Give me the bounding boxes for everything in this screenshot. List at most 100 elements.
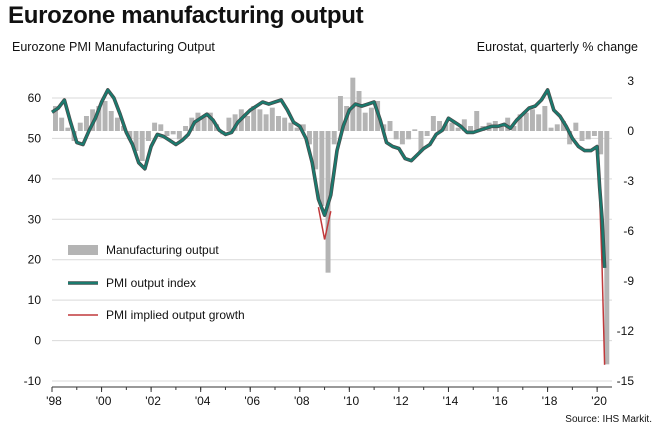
pmi-output-index-line bbox=[51, 88, 606, 268]
left-tick-label: 50 bbox=[28, 131, 42, 145]
x-tick-label: '20 bbox=[591, 394, 607, 408]
manufacturing-output-bar bbox=[368, 107, 374, 131]
legend-label-bars: Manufacturing output bbox=[106, 243, 219, 257]
x-tick-label: '08 bbox=[294, 394, 310, 408]
manufacturing-output-bar bbox=[96, 106, 102, 131]
left-tick-label: 40 bbox=[28, 172, 42, 186]
manufacturing-output-bar bbox=[300, 124, 306, 131]
manufacturing-output-bar bbox=[269, 107, 275, 131]
right-tick-label: -6 bbox=[623, 224, 634, 238]
manufacturing-output-bar bbox=[319, 131, 325, 206]
manufacturing-output-bar bbox=[604, 131, 610, 365]
manufacturing-output-bar bbox=[164, 131, 170, 136]
manufacturing-output-bar bbox=[133, 131, 139, 151]
right-tick-label: -12 bbox=[617, 324, 635, 338]
manufacturing-output-bar bbox=[505, 117, 511, 131]
manufacturing-output-bar bbox=[158, 124, 164, 131]
manufacturing-output-bar bbox=[294, 127, 300, 131]
manufacturing-output-bar bbox=[263, 114, 269, 131]
manufacturing-output-bar bbox=[430, 116, 436, 131]
right-tick-label: 0 bbox=[627, 124, 634, 138]
manufacturing-output-bar bbox=[102, 101, 108, 131]
right-axis-subtitle: Eurostat, quarterly % change bbox=[476, 40, 638, 54]
x-tick-label: '06 bbox=[244, 394, 260, 408]
manufacturing-output-bar bbox=[523, 112, 529, 131]
chart-title: Eurozone manufacturing output bbox=[8, 2, 364, 29]
manufacturing-output-bar bbox=[152, 122, 158, 131]
manufacturing-output-bar bbox=[53, 106, 58, 131]
manufacturing-output-bar bbox=[399, 131, 405, 145]
manufacturing-output-bar bbox=[585, 131, 591, 140]
manufacturing-output-bar bbox=[282, 117, 288, 131]
x-tick-label: '16 bbox=[492, 394, 508, 408]
manufacturing-output-bar bbox=[201, 116, 207, 131]
right-tick-label: -3 bbox=[623, 174, 634, 188]
x-tick-label: '10 bbox=[344, 394, 360, 408]
manufacturing-output-bar bbox=[183, 126, 189, 131]
right-tick-label: -15 bbox=[617, 374, 635, 388]
legend-swatch-bars bbox=[68, 245, 98, 255]
manufacturing-output-bar bbox=[499, 124, 504, 131]
manufacturing-output-bar bbox=[313, 131, 319, 170]
manufacturing-output-bar bbox=[362, 112, 368, 131]
manufacturing-output-bar bbox=[424, 131, 430, 136]
manufacturing-output-bar bbox=[449, 122, 455, 131]
manufacturing-output-bar bbox=[542, 106, 548, 131]
manufacturing-output-bar bbox=[529, 109, 535, 131]
left-tick-label: 60 bbox=[28, 91, 42, 105]
manufacturing-output-bar bbox=[455, 127, 461, 131]
right-tick-label: 3 bbox=[627, 74, 634, 88]
manufacturing-output-bar bbox=[207, 112, 213, 131]
manufacturing-output-bar bbox=[393, 131, 399, 140]
manufacturing-output-bar bbox=[356, 91, 362, 131]
left-tick-label: 0 bbox=[34, 334, 41, 348]
manufacturing-output-bar bbox=[548, 127, 554, 131]
manufacturing-output-bar bbox=[170, 131, 176, 135]
legend-label-implied: PMI implied output growth bbox=[106, 308, 245, 322]
manufacturing-output-bar bbox=[468, 126, 473, 131]
manufacturing-output-bar bbox=[65, 127, 71, 131]
manufacturing-output-bar bbox=[257, 109, 263, 131]
manufacturing-output-bar bbox=[406, 131, 412, 140]
legend-label-pmi: PMI output index bbox=[106, 276, 196, 290]
manufacturing-output-bar bbox=[418, 131, 424, 151]
manufacturing-output-bar bbox=[591, 131, 597, 136]
manufacturing-output-bar bbox=[232, 114, 238, 131]
x-tick-label: '04 bbox=[195, 394, 211, 408]
manufacturing-output-bar bbox=[114, 117, 120, 131]
manufacturing-output-bar bbox=[108, 111, 114, 131]
x-tick-label: '02 bbox=[145, 394, 161, 408]
left-tick-label: 20 bbox=[28, 253, 42, 267]
manufacturing-output-bar bbox=[77, 122, 83, 131]
manufacturing-output-bar bbox=[412, 129, 418, 131]
manufacturing-output-bar bbox=[306, 131, 312, 145]
manufacturing-output-bar bbox=[139, 131, 145, 161]
manufacturing-output-bar bbox=[331, 131, 337, 145]
manufacturing-output-bar bbox=[443, 124, 449, 131]
manufacturing-output-bar bbox=[288, 122, 294, 131]
manufacturing-output-bar bbox=[474, 111, 480, 131]
manufacturing-output-bar bbox=[337, 96, 343, 131]
manufacturing-output-bar bbox=[573, 122, 579, 131]
source-note: Source: IHS Markit. bbox=[565, 414, 652, 425]
left-tick-label: 30 bbox=[28, 212, 42, 226]
left-axis-subtitle: Eurozone PMI Manufacturing Output bbox=[12, 40, 215, 54]
manufacturing-output-bar bbox=[387, 121, 393, 131]
manufacturing-output-bar bbox=[517, 114, 523, 131]
manufacturing-output-bar bbox=[59, 117, 65, 131]
manufacturing-output-bar bbox=[83, 116, 89, 131]
manufacturing-output-bar bbox=[560, 121, 566, 131]
x-tick-label: '98 bbox=[46, 394, 62, 408]
manufacturing-output-bar bbox=[176, 131, 182, 140]
manufacturing-output-bar bbox=[536, 114, 542, 131]
manufacturing-output-bar bbox=[579, 131, 585, 141]
manufacturing-output-bar bbox=[226, 117, 232, 131]
left-tick-label: -10 bbox=[24, 374, 42, 388]
manufacturing-output-bar bbox=[245, 116, 250, 131]
manufacturing-output-bar bbox=[437, 121, 443, 131]
left-tick-label: 10 bbox=[28, 293, 42, 307]
x-tick-label: '12 bbox=[393, 394, 409, 408]
pmi-implied-growth-line bbox=[317, 207, 332, 240]
manufacturing-output-bar bbox=[461, 119, 467, 131]
manufacturing-output-bar bbox=[511, 126, 517, 131]
